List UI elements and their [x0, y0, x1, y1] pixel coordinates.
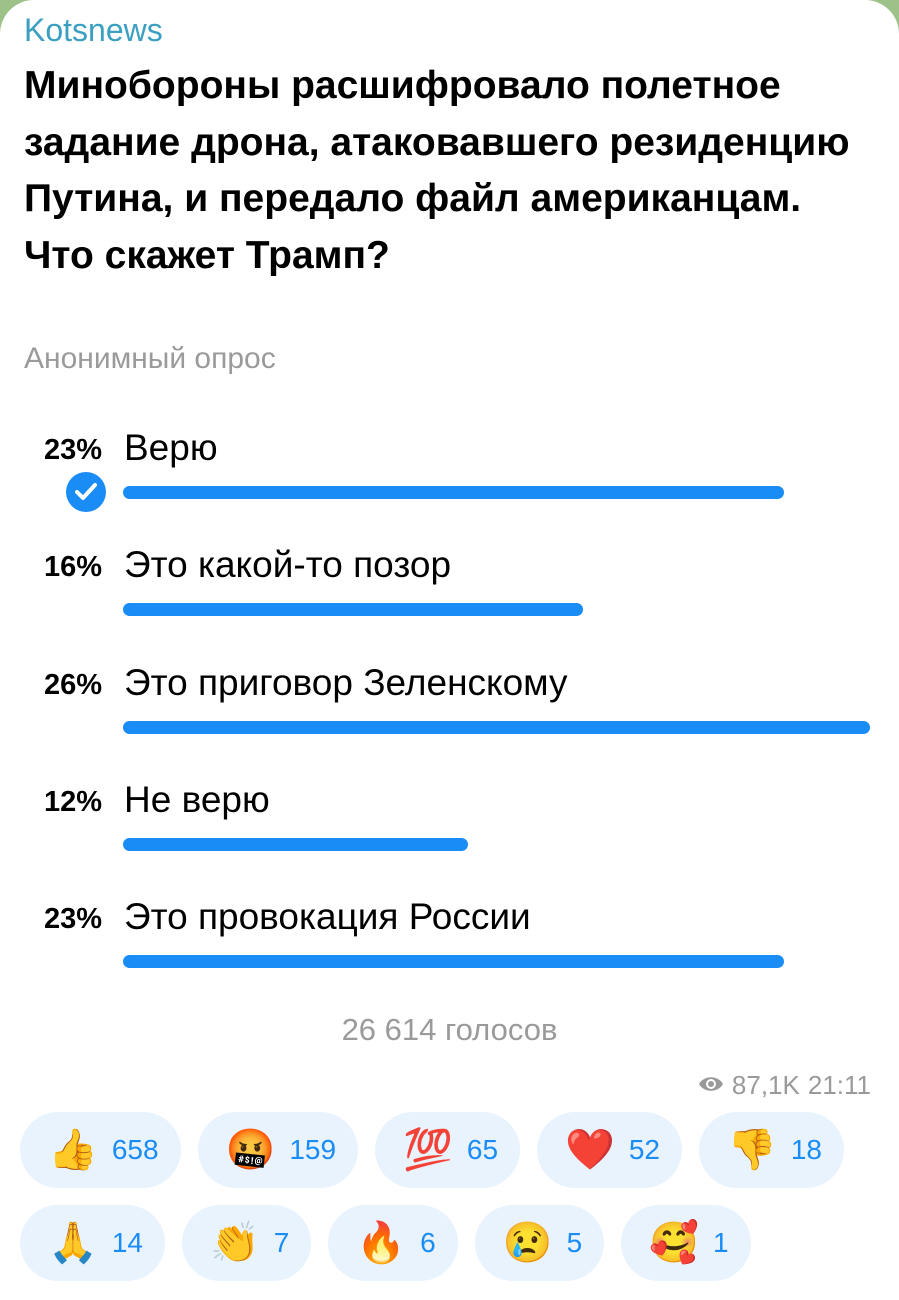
option-percent: 26%	[43, 669, 102, 701]
check-icon	[66, 472, 106, 512]
vote-count[interactable]: 26 614 голосов	[341, 1012, 558, 1047]
poll-option[interactable]: 12% Не верю	[0, 779, 899, 892]
option-result-bar	[123, 721, 870, 734]
option-result-bar	[123, 486, 784, 499]
reaction-count: 14	[111, 1227, 143, 1258]
clapping-hands-icon: 👏	[209, 1221, 260, 1265]
crying-face-icon: 😢	[502, 1221, 553, 1265]
reaction-count: 18	[790, 1134, 822, 1165]
poll-question: Минобороны расшифровало полетное задание…	[24, 64, 850, 277]
reaction-count: 7	[273, 1227, 290, 1258]
poll-option[interactable]: 23% Верю	[0, 427, 899, 540]
view-count: 87,1K	[731, 1070, 800, 1100]
reaction-crying-face[interactable]: 😢 5	[474, 1205, 605, 1281]
fire-icon: 🔥	[356, 1221, 407, 1265]
reaction-count: 65	[466, 1134, 499, 1165]
message-meta: 87,1K 21:11	[698, 1070, 871, 1101]
poll-type-label: Анонимный опрос	[24, 342, 276, 375]
smiling-face-with-hearts-icon: 🥰	[649, 1221, 699, 1265]
option-result-bar	[123, 955, 784, 968]
poll-option[interactable]: 26% Это приговор Зеленскому	[0, 662, 899, 775]
reaction-count: 6	[420, 1227, 436, 1258]
option-percent: 23%	[43, 434, 102, 466]
option-percent: 12%	[43, 786, 102, 818]
reaction-hundred-points[interactable]: 💯 65	[375, 1112, 521, 1188]
reaction-red-heart[interactable]: ❤️ 52	[537, 1112, 682, 1188]
red-heart-icon: ❤️	[565, 1128, 615, 1172]
reaction-cursing-face[interactable]: 🤬 159	[197, 1112, 359, 1188]
reaction-count: 1	[712, 1227, 729, 1258]
hundred-points-icon: 💯	[403, 1128, 453, 1172]
reaction-clapping-hands[interactable]: 👏 7	[181, 1205, 312, 1281]
reaction-thumbs-up[interactable]: 👍 658	[20, 1112, 181, 1188]
poll-option[interactable]: 23% Это провокация России	[0, 896, 899, 1009]
poll-option[interactable]: 16% Это какой-то позор	[0, 544, 899, 657]
reaction-count: 658	[111, 1134, 159, 1165]
cursing-face-icon: 🤬	[225, 1128, 276, 1172]
reaction-count: 5	[566, 1227, 583, 1258]
reaction-smiling-face-with-hearts[interactable]: 🥰 1	[621, 1205, 751, 1281]
option-text: Это какой-то позор	[124, 544, 452, 585]
thumbs-down-icon: 👎	[727, 1128, 777, 1172]
option-result-bar	[123, 603, 583, 616]
reaction-thumbs-down[interactable]: 👎 18	[699, 1112, 844, 1188]
option-percent: 23%	[43, 903, 102, 935]
reaction-folded-hands[interactable]: 🙏 14	[20, 1205, 165, 1281]
thumbs-up-icon: 👍	[48, 1128, 98, 1172]
channel-name[interactable]: Kotsnews	[24, 12, 163, 48]
reaction-count: 52	[628, 1134, 660, 1165]
eye-icon	[698, 1070, 724, 1101]
reaction-count: 159	[289, 1134, 337, 1165]
folded-hands-icon: 🙏	[48, 1221, 98, 1265]
option-percent: 16%	[43, 551, 102, 583]
option-text: Верю	[124, 427, 218, 468]
message-time: 21:11	[807, 1070, 871, 1100]
option-text: Это приговор Зеленскому	[124, 662, 568, 703]
option-result-bar	[123, 838, 468, 851]
reactions: 👍 658 🤬 159 💯 65 ❤️ 52 👎 18 🙏 14 👏 7 🔥 6 😢 5 🥰 1	[20, 1112, 880, 1281]
reaction-fire[interactable]: 🔥 6	[328, 1205, 458, 1281]
option-text: Это провокация России	[124, 896, 531, 937]
option-text: Не верю	[124, 779, 270, 820]
